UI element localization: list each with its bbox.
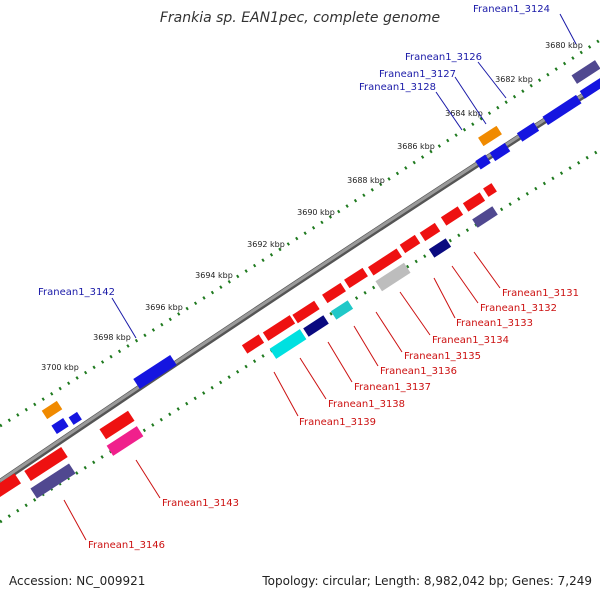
genome-summary-text: Topology: circular; Length: 8,982,042 bp… (262, 574, 592, 588)
gene-block (475, 154, 491, 170)
gene-features (0, 60, 600, 499)
gene-label-franean1-3143: Franean1_3143 (162, 498, 239, 509)
genome-backbone (0, 82, 600, 483)
gene-block (99, 410, 135, 440)
gene-label-franean1-3126: Franean1_3126 (405, 52, 482, 63)
gene-block (542, 94, 582, 126)
gene-label-franean1-3124: Franean1_3124 (473, 4, 550, 15)
gene-label-franean1-3133: Franean1_3133 (456, 318, 533, 329)
label-leader-line (353, 325, 379, 367)
gene-block (24, 446, 68, 482)
label-leader-line (327, 341, 353, 383)
kbp-tick-label: 3688 kbp (347, 176, 385, 185)
gene-block (0, 473, 22, 499)
gene-block (516, 122, 540, 142)
gene-label-franean1-3127: Franean1_3127 (379, 69, 456, 80)
forward-gene-labels: Franean1_3124 Franean1_3126 Franean1_312… (38, 4, 577, 339)
kbp-tick-label: 3698 kbp (93, 333, 131, 342)
label-leader-line (454, 76, 487, 125)
kbp-tick-label: 3690 kbp (297, 208, 335, 217)
gene-label-franean1-3131: Franean1_3131 (502, 288, 579, 299)
gene-block (41, 400, 63, 420)
gene-block (571, 60, 600, 84)
gene-block (322, 282, 346, 304)
label-leader-line (135, 459, 161, 499)
gene-label-franean1-3146: Franean1_3146 (88, 540, 165, 551)
gene-label-franean1-3128: Franean1_3128 (359, 82, 436, 93)
gene-block (269, 329, 307, 359)
label-leader-line (435, 91, 463, 131)
reverse-gene-labels: Franean1_3131 Franean1_3132 Franean1_313… (63, 251, 579, 551)
gene-label-franean1-3135: Franean1_3135 (404, 351, 481, 362)
gene-block (399, 234, 421, 254)
label-leader-line (111, 297, 137, 339)
map-title: Frankia sp. EAN1pec, complete genome (160, 10, 440, 26)
kbp-tick-label: 3700 kbp (41, 363, 79, 372)
label-leader-line (399, 291, 431, 336)
gene-block (133, 354, 177, 390)
kbp-tick-label: 3686 kbp (397, 142, 435, 151)
gene-label-franean1-3137: Franean1_3137 (354, 382, 431, 393)
label-leader-line (299, 357, 327, 400)
gene-block (579, 78, 600, 99)
gene-block (30, 463, 76, 499)
kbp-tick-label: 3684 kbp (445, 109, 483, 118)
label-leader-line (451, 265, 479, 304)
gene-block (368, 248, 402, 276)
outer-dotted-arc (0, 38, 600, 428)
kbp-tick-label: 3692 kbp (247, 240, 285, 249)
gene-block (106, 426, 144, 456)
gene-block (483, 183, 497, 197)
label-leader-line (375, 311, 403, 353)
gene-block (472, 206, 498, 228)
gene-label-franean1-3134: Franean1_3134 (432, 335, 509, 346)
label-leader-line (477, 61, 507, 99)
kbp-tick-label: 3680 kbp (545, 41, 583, 50)
gene-label-franean1-3138: Franean1_3138 (328, 399, 405, 410)
gene-block (462, 192, 486, 212)
gene-label-franean1-3132: Franean1_3132 (480, 303, 557, 314)
gene-block (419, 222, 441, 242)
outer-tick-track (0, 38, 600, 428)
gene-label-franean1-3136: Franean1_3136 (380, 366, 457, 377)
gene-block (428, 238, 452, 258)
kbp-tick-label: 3694 kbp (195, 271, 233, 280)
label-leader-line (63, 499, 87, 541)
label-leader-line (473, 251, 501, 289)
kbp-tick-label: 3682 kbp (495, 75, 533, 84)
gene-block (262, 315, 296, 341)
gene-block (344, 267, 368, 289)
gene-block (68, 411, 82, 425)
gene-block (478, 125, 502, 147)
gene-block (51, 417, 69, 435)
accession-text: Accession: NC_009921 (9, 574, 146, 588)
kbp-tick-label: 3696 kbp (145, 303, 183, 312)
gene-block (489, 142, 511, 162)
gene-block (375, 262, 411, 292)
gene-block (292, 300, 320, 324)
gene-block (303, 315, 329, 337)
gene-block (241, 334, 265, 354)
inner-dotted-arc (0, 148, 600, 524)
inner-tick-track (0, 148, 600, 524)
gene-label-franean1-3139: Franean1_3139 (299, 417, 376, 428)
label-leader-line (559, 13, 577, 45)
gene-label-franean1-3142: Franean1_3142 (38, 287, 115, 298)
label-leader-line (273, 371, 299, 417)
kbp-tick-labels: 3680 kbp 3682 kbp 3684 kbp 3686 kbp 3688… (41, 41, 583, 372)
label-leader-line (433, 277, 456, 319)
gene-block (330, 300, 354, 320)
gene-block (440, 206, 464, 226)
